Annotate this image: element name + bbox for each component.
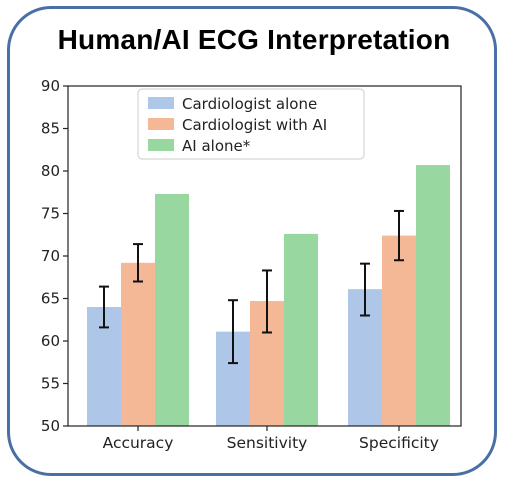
bar-accuracy-series-2 xyxy=(155,193,189,426)
legend-label-2: AI alone* xyxy=(182,137,251,155)
y-tick-label-55: 55 xyxy=(41,375,60,393)
error-bars-group xyxy=(99,209,404,365)
bar-specificity-series-1 xyxy=(382,235,416,426)
x-tick-label-specificity: Specificity xyxy=(359,434,439,452)
x-tick-label-sensitivity: Sensitivity xyxy=(227,434,308,452)
legend-swatch-0 xyxy=(148,97,174,109)
legend-swatch-2 xyxy=(148,139,174,151)
axes-group: 50 55 60 65 70 75 80 85 90 Accuracy Sensitivity Spe… xyxy=(41,77,462,452)
legend-box xyxy=(137,88,365,160)
y-tick-label-50: 50 xyxy=(41,417,60,435)
legend-label-1: Cardiologist with AI xyxy=(182,116,327,134)
y-tick-label-70: 70 xyxy=(41,247,60,265)
y-tick-label-85: 85 xyxy=(41,120,60,138)
x-tick-label-accuracy: Accuracy xyxy=(103,434,174,452)
legend-swatch-1 xyxy=(148,118,174,130)
bar-sensitivity-series-2 xyxy=(284,233,318,426)
bar-specificity-series-2 xyxy=(416,165,450,427)
y-tick-label-90: 90 xyxy=(41,77,60,95)
legend: Cardiologist alone Cardiologist with AI AI… xyxy=(137,88,365,160)
y-tick-label-65: 65 xyxy=(41,290,60,308)
y-tick-label-80: 80 xyxy=(41,162,60,180)
y-tick-label-60: 60 xyxy=(41,332,60,350)
legend-label-0: Cardiologist alone xyxy=(182,95,317,113)
bars-group xyxy=(87,165,450,427)
y-tick-label-75: 75 xyxy=(41,205,60,223)
bar-accuracy-series-1 xyxy=(121,262,155,426)
chart-title: Human/AI ECG Interpretation xyxy=(57,24,451,55)
